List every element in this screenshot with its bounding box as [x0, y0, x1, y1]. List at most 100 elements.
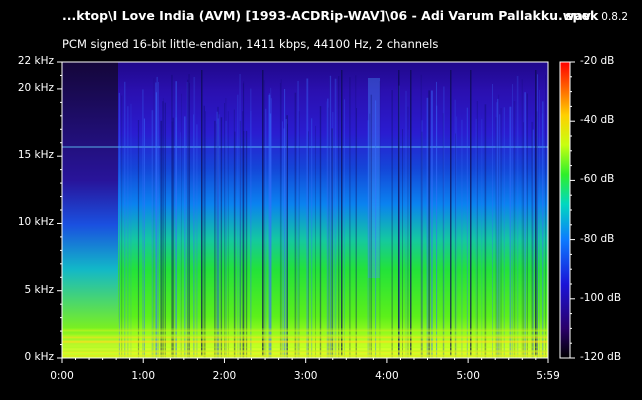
bass-harmonic	[62, 341, 548, 343]
spectrogram-streak	[461, 119, 463, 358]
spectrogram-streak	[186, 82, 189, 358]
bass-harmonic	[62, 330, 548, 332]
spectrogram-streak	[421, 131, 423, 358]
spectrogram-streak	[334, 78, 337, 358]
db-tick-label: -40 dB	[580, 114, 615, 127]
spectrogram-streak	[498, 94, 500, 358]
spectrogram-streak	[369, 113, 371, 358]
bass-harmonic	[62, 354, 548, 357]
spectrogram-streak	[542, 101, 544, 359]
spectrogram-streak	[436, 81, 437, 359]
spectrogram-streak	[495, 117, 497, 358]
time-tick-label: 2:00	[212, 370, 237, 382]
spectrogram-streak	[370, 94, 372, 358]
bass-harmonic	[62, 334, 548, 336]
spectrogram-streak	[270, 98, 272, 358]
spectrogram-streak	[331, 128, 333, 358]
db-scale-ticks	[570, 61, 575, 359]
spectrogram-streak	[193, 77, 196, 358]
spectrogram-streak	[158, 82, 159, 358]
spectrogram-streak	[227, 111, 229, 358]
bass-harmonic	[62, 335, 548, 337]
spectrogram-streak	[285, 119, 287, 358]
bass-harmonic	[62, 330, 548, 332]
spectrogram-streak	[407, 129, 409, 358]
bass-harmonic	[62, 355, 548, 357]
silence-gap	[262, 70, 264, 356]
spectrogram-streak	[356, 108, 357, 358]
spectrogram-streak	[155, 92, 157, 359]
bass-harmonic	[62, 330, 548, 332]
spectrogram-streak	[216, 123, 218, 358]
spectrogram-streak	[294, 92, 297, 358]
spectrogram-streak	[180, 132, 181, 358]
spectrogram-streak	[245, 130, 248, 358]
bass-harmonic	[62, 329, 548, 331]
bass-harmonic	[62, 328, 548, 329]
spectrogram-streak	[512, 84, 513, 358]
spectrogram-streak	[329, 75, 332, 359]
spectrogram-streak	[155, 82, 157, 358]
app-label: spek 0.8.2	[565, 8, 628, 23]
silence-gap	[470, 70, 472, 356]
spectrogram-streak	[233, 109, 235, 358]
spectrogram-streak	[513, 101, 516, 358]
spectrogram-streak	[298, 111, 300, 358]
spectrogram-streak	[306, 78, 309, 358]
spectrogram-streak	[541, 113, 543, 358]
bass-harmonic	[62, 342, 548, 344]
app-version: 0.8.2	[601, 11, 628, 23]
spectrogram-streak	[522, 122, 524, 358]
bass-harmonic	[62, 336, 548, 338]
time-axis-ticks	[61, 358, 549, 363]
spectrogram-streak	[407, 106, 409, 358]
bass-harmonic	[62, 338, 548, 339]
bass-harmonic	[62, 350, 548, 352]
spectrogram-streak	[531, 121, 534, 359]
spectrogram-streak	[171, 74, 173, 359]
spectrogram-streak	[279, 82, 281, 359]
bass-harmonic	[62, 340, 548, 342]
spectrogram-streak	[269, 113, 272, 358]
spectrogram-streak	[367, 120, 370, 358]
spectrogram-streak	[426, 97, 429, 359]
spectrogram-streak	[172, 117, 175, 358]
spectrogram-streak	[537, 74, 538, 359]
spectrogram-streak	[319, 106, 322, 358]
spectrogram-streak	[297, 80, 299, 359]
frequency-tick-label: 22 kHz	[17, 55, 54, 67]
spectrogram-streak	[142, 89, 144, 359]
spectrogram-streak	[326, 101, 328, 358]
spectrogram-streak	[456, 116, 458, 358]
bass-harmonic	[62, 354, 548, 356]
spectrogram-streak	[286, 115, 288, 358]
app-name: spek	[565, 8, 599, 23]
bass-harmonic	[62, 338, 548, 339]
spectrogram-streak	[421, 120, 423, 358]
spectrogram-streaks	[62, 70, 548, 359]
time-tick-label: 5:59	[536, 370, 560, 382]
bass-harmonic	[62, 355, 548, 357]
spectrogram-streak	[250, 88, 252, 358]
spectrogram-streak	[263, 80, 265, 359]
spectrogram-streak	[332, 112, 334, 358]
stream-info: PCM signed 16-bit little-endian, 1411 kb…	[62, 37, 439, 51]
spectrogram-streak	[143, 118, 145, 358]
spectrogram-streak	[509, 106, 512, 358]
bass-harmonic	[62, 337, 548, 338]
spectrogram-streak	[127, 106, 129, 358]
spectrogram-streak	[164, 102, 166, 358]
frequency-tick-label: 20 kHz	[17, 81, 54, 94]
spectrogram-streak	[500, 108, 502, 358]
spectrogram-streak	[442, 113, 444, 358]
time-tick-label: 3:00	[293, 370, 318, 382]
frequency-axis-ticks	[57, 61, 62, 359]
bass-harmonic	[62, 335, 548, 337]
spectrogram-streak	[484, 104, 487, 358]
db-tick-label: -120 dB	[580, 351, 622, 363]
spectrogram-streak	[280, 79, 282, 359]
bass-harmonic	[62, 351, 548, 353]
spectrogram-streak	[268, 93, 270, 359]
bass-harmonic	[62, 329, 548, 330]
